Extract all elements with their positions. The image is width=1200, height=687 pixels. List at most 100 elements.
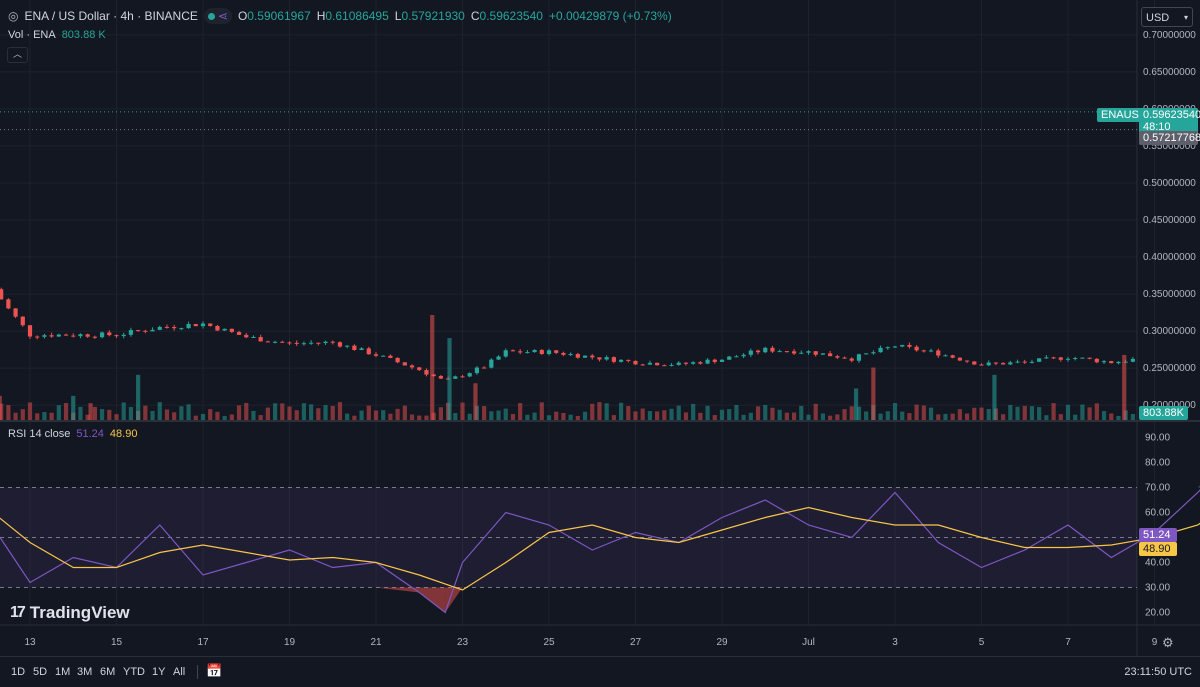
- candle-body: [172, 327, 177, 329]
- candle-body: [27, 325, 33, 337]
- candle-body: [85, 334, 90, 337]
- volume-bar: [1094, 403, 1099, 420]
- candle-body: [323, 341, 328, 344]
- currency-value: USD: [1146, 12, 1170, 24]
- volume-bar: [402, 405, 407, 420]
- candle-body: [828, 353, 833, 357]
- candle-body: [791, 351, 797, 354]
- volume-bar: [712, 415, 717, 420]
- candle-body: [936, 350, 941, 356]
- candle-body: [741, 354, 746, 357]
- collapse-legend-button[interactable]: ︿: [7, 47, 28, 63]
- rsi-label[interactable]: RSI 14 close: [8, 428, 71, 440]
- timeframe-all[interactable]: All: [173, 666, 186, 678]
- tradingview-logo[interactable]: 17 TradingView: [10, 603, 130, 623]
- volume-bar: [395, 408, 400, 420]
- candle-body: [1008, 362, 1013, 365]
- symbol-title[interactable]: ENA / US Dollar · 4h · BINANCE: [24, 9, 198, 23]
- candle-body: [546, 350, 552, 355]
- volume-bar: [92, 406, 97, 420]
- rsi-value: 51.24: [76, 428, 104, 440]
- timeframe-ytd[interactable]: YTD: [123, 666, 145, 678]
- candle-body: [770, 347, 775, 352]
- candle-body: [280, 341, 285, 343]
- volume-bar: [164, 409, 170, 420]
- x-tick-label: 13: [24, 637, 36, 648]
- volume-bar: [647, 411, 653, 420]
- utc-clock[interactable]: 23:11:50 UTC: [1124, 666, 1192, 678]
- candle-body: [337, 342, 343, 347]
- volume-bar: [179, 406, 184, 420]
- candle-body: [1087, 357, 1092, 359]
- volume-bar: [20, 409, 25, 420]
- candle-body: [143, 330, 148, 332]
- x-tick-label: Jul: [802, 637, 815, 648]
- volume-bar: [63, 403, 69, 420]
- candle-body: [352, 345, 357, 350]
- volume-bar: [835, 414, 840, 420]
- candle-body: [489, 359, 494, 368]
- market-status[interactable]: ⋖: [203, 8, 232, 24]
- candle-body: [402, 362, 407, 366]
- candle-body: [128, 330, 134, 335]
- volume-bar: [287, 406, 292, 420]
- candle-body: [316, 342, 321, 344]
- timeframe-1d[interactable]: 1D: [11, 666, 26, 678]
- timeframe-3m[interactable]: 3M: [77, 666, 93, 678]
- volume-bar: [143, 405, 148, 420]
- volume-bar: [6, 405, 11, 420]
- volume-bar: [1109, 413, 1114, 420]
- candle-body: [359, 348, 364, 350]
- price-axis-label: 0.70000000: [1143, 30, 1196, 41]
- rsi-oversold-fill: [419, 587, 446, 613]
- candle-body: [806, 351, 811, 353]
- volume-bar: [900, 411, 905, 420]
- volume-bar: [13, 412, 18, 420]
- candle-body: [554, 350, 559, 353]
- volume-bar: [1116, 415, 1121, 420]
- timeframe-1m[interactable]: 1M: [55, 666, 71, 678]
- candle-body: [1073, 358, 1078, 360]
- currency-select[interactable]: USD ▾: [1141, 7, 1193, 27]
- volume-bar: [842, 409, 847, 420]
- volume-bar: [691, 403, 696, 420]
- volume-bar: [921, 405, 926, 420]
- candle-body: [366, 348, 371, 355]
- volume-bar: [532, 412, 537, 420]
- timeframe-5d[interactable]: 5D: [33, 666, 48, 678]
- volume-bar: [482, 406, 487, 420]
- candle-body: [590, 355, 595, 358]
- volume-bar: [121, 402, 126, 420]
- candle-body: [200, 323, 206, 327]
- rsi-axis-label: 20.00: [1145, 608, 1170, 619]
- volume-bar: [489, 411, 494, 420]
- volume-bar: [676, 405, 681, 420]
- candle-body: [6, 299, 11, 309]
- volume-bar: [525, 414, 530, 420]
- candle-body: [698, 362, 703, 364]
- candle-body: [395, 357, 400, 363]
- chart-canvas[interactable]: 131517192123252729Jul3579111315171921232…: [0, 0, 1200, 656]
- calendar-range-icon[interactable]: 📅: [206, 663, 223, 678]
- candle-body: [121, 334, 126, 337]
- candle-body: [640, 364, 645, 366]
- price-axis-label: 0.35000000: [1143, 289, 1196, 300]
- candle-body: [626, 359, 631, 361]
- rsi-badge: 51.24: [1139, 528, 1177, 542]
- timeframe-6m[interactable]: 6M: [100, 666, 116, 678]
- volume-bar: [784, 412, 789, 420]
- x-tick-label: 3: [892, 637, 898, 648]
- x-tick-label: 21: [370, 637, 382, 648]
- rsi-legend: RSI 14 close 51.24 48.90: [8, 428, 137, 440]
- volume-bar: [705, 405, 710, 420]
- volume-bar: [1051, 403, 1056, 420]
- candle-body: [510, 350, 516, 352]
- timeframe-1y[interactable]: 1Y: [152, 666, 166, 678]
- volume-label[interactable]: Vol · ENA: [8, 29, 56, 41]
- candle-body: [647, 362, 653, 365]
- volume-bar: [892, 403, 898, 420]
- volume-bar: [669, 408, 674, 420]
- x-tick-label: 7: [1065, 637, 1071, 648]
- volume-bar: [518, 403, 523, 420]
